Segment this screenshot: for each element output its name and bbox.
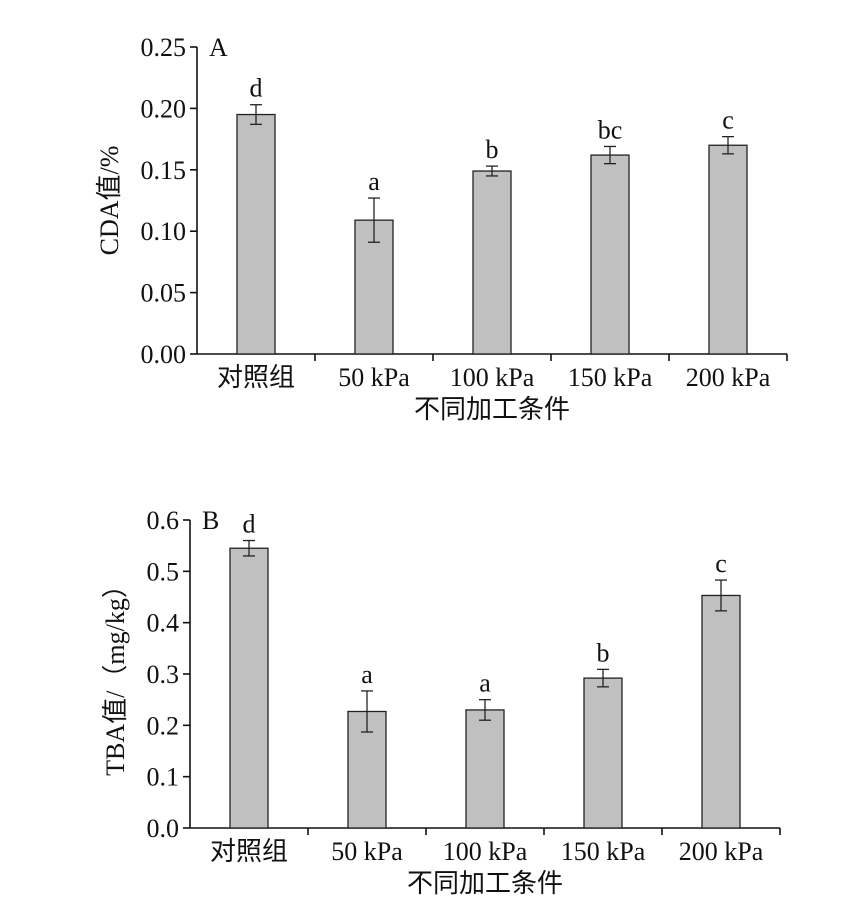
significance-letter: a <box>479 669 491 698</box>
x-axis-title: 不同加工条件 <box>414 395 570 424</box>
y-tick-label: 0.5 <box>147 557 180 586</box>
significance-letter: b <box>486 135 499 164</box>
bar <box>229 547 269 829</box>
bar <box>472 170 512 355</box>
significance-letter: a <box>361 660 373 689</box>
significance-letter: b <box>597 638 610 667</box>
y-tick-label: 0.2 <box>147 711 180 740</box>
x-category-label: 100 kPa <box>443 837 528 866</box>
y-tick-label: 0.05 <box>141 279 187 308</box>
x-category-label: 150 kPa <box>561 837 646 866</box>
x-category-label: 200 kPa <box>679 837 764 866</box>
panel-letter: B <box>202 506 219 535</box>
x-category-label: 50 kPa <box>338 363 410 392</box>
significance-letter: bc <box>598 115 623 144</box>
x-axis-title: 不同加工条件 <box>407 869 563 898</box>
y-tick-label: 0.3 <box>147 660 180 689</box>
bar <box>236 113 276 355</box>
x-category-label: 50 kPa <box>331 837 403 866</box>
significance-letter: d <box>250 74 263 103</box>
bar <box>583 677 623 829</box>
bar <box>465 709 505 829</box>
significance-letter: c <box>715 549 727 578</box>
y-tick-label: 0.25 <box>141 33 187 62</box>
bar <box>590 154 630 355</box>
y-axis-title: TBA值/（mg/kg） <box>101 572 130 776</box>
bar <box>354 219 394 355</box>
y-tick-label: 0.20 <box>141 94 187 123</box>
x-category-label: 200 kPa <box>686 363 771 392</box>
panel-letter: A <box>209 33 228 62</box>
significance-letter: c <box>722 106 734 135</box>
x-category-label: 对照组 <box>210 837 288 866</box>
x-category-label: 150 kPa <box>568 363 653 392</box>
bar <box>701 594 741 829</box>
y-tick-label: 0.0 <box>147 814 180 843</box>
y-tick-label: 0.00 <box>141 340 187 369</box>
y-tick-label: 0.4 <box>147 609 180 638</box>
significance-letter: d <box>243 510 256 539</box>
chart-panel-a: 0.00 0.05 0.10 0.15 0.20 0.25 d 对照组 a 50 kPa b 100 … <box>95 33 788 424</box>
x-category-label: 100 kPa <box>450 363 535 392</box>
y-tick-label: 0.1 <box>147 763 180 792</box>
y-tick-label: 0.10 <box>141 217 187 246</box>
bar <box>708 144 748 355</box>
y-tick-label: 0.6 <box>147 506 180 535</box>
significance-letter: a <box>368 167 380 196</box>
x-category-label: 对照组 <box>217 363 295 392</box>
y-tick-label: 0.15 <box>141 156 187 185</box>
y-axis-title: CDA值/% <box>95 146 124 256</box>
chart-panel-b: 0.0 0.1 0.2 0.3 0.4 0.5 0.6 d 对照组 a 50 kPa a 100 kPa… <box>101 506 781 898</box>
